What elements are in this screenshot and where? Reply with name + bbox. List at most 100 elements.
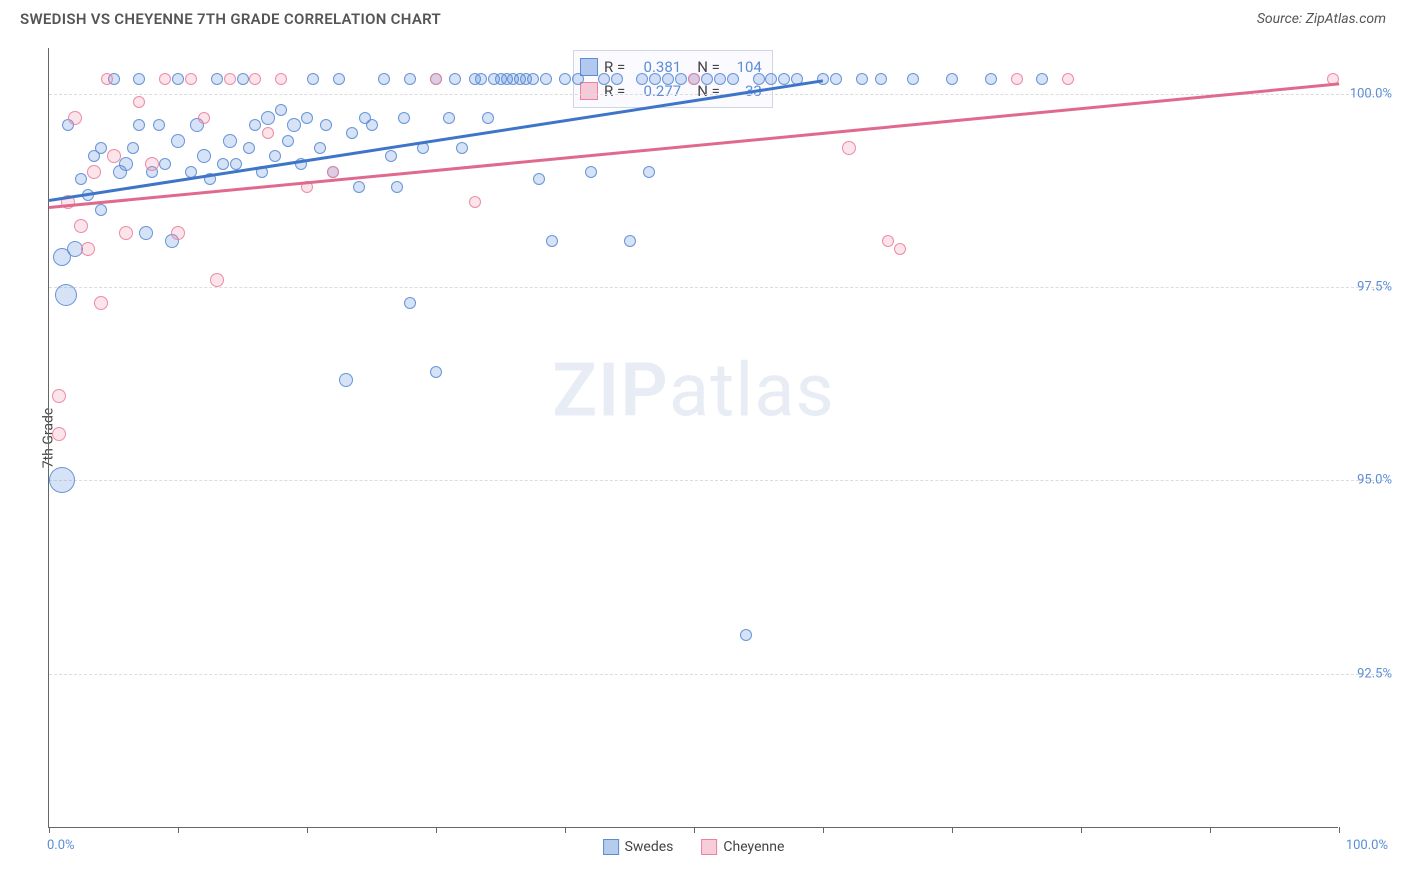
- data-point: [95, 142, 107, 154]
- data-point: [249, 119, 261, 131]
- data-point: [52, 389, 66, 403]
- x-axis-min-label: 0.0%: [47, 838, 75, 853]
- data-point: [727, 73, 739, 85]
- data-point: [830, 73, 842, 85]
- data-point: [95, 204, 107, 216]
- legend-item: Swedes: [603, 839, 674, 855]
- data-point: [636, 73, 648, 85]
- data-point: [197, 149, 211, 163]
- data-point: [765, 73, 777, 85]
- y-tick-label: 95.0%: [1342, 473, 1392, 488]
- legend-swatch: [580, 58, 598, 76]
- data-point: [398, 112, 410, 124]
- trend-line: [49, 79, 823, 201]
- data-point: [153, 119, 165, 131]
- x-tick: [436, 827, 437, 833]
- data-point: [675, 73, 687, 85]
- data-point: [243, 142, 255, 154]
- data-point: [662, 73, 674, 85]
- data-point: [366, 119, 378, 131]
- data-point: [540, 73, 552, 85]
- data-point: [314, 142, 326, 154]
- data-point: [74, 219, 88, 233]
- legend-swatch: [603, 839, 619, 855]
- data-point: [237, 73, 249, 85]
- data-point: [346, 127, 358, 139]
- legend-label: Swedes: [625, 839, 674, 855]
- data-point: [101, 73, 113, 85]
- data-point: [624, 235, 636, 247]
- x-tick: [307, 827, 308, 833]
- data-point: [75, 173, 87, 185]
- x-tick: [178, 827, 179, 833]
- gridline: [49, 674, 1389, 675]
- data-point: [249, 73, 261, 85]
- data-point: [430, 73, 442, 85]
- data-point: [572, 73, 584, 85]
- legend-item: Cheyenne: [701, 839, 784, 855]
- data-point: [185, 73, 197, 85]
- data-point: [875, 73, 887, 85]
- data-point: [1062, 73, 1074, 85]
- data-point: [269, 150, 281, 162]
- data-point: [585, 166, 597, 178]
- data-point: [217, 158, 229, 170]
- data-point: [81, 242, 95, 256]
- data-point: [778, 73, 790, 85]
- data-point: [171, 226, 185, 240]
- legend-swatch: [701, 839, 717, 855]
- data-point: [842, 141, 856, 155]
- y-tick-label: 100.0%: [1342, 87, 1392, 102]
- y-tick-label: 97.5%: [1342, 280, 1392, 295]
- data-point: [145, 157, 159, 171]
- data-point: [119, 157, 133, 171]
- data-point: [611, 73, 623, 85]
- x-axis-max-label: 100.0%: [1346, 838, 1388, 853]
- data-point: [714, 73, 726, 85]
- data-point: [119, 226, 133, 240]
- data-point: [230, 158, 242, 170]
- data-point: [404, 73, 416, 85]
- data-point: [482, 112, 494, 124]
- data-point: [107, 149, 121, 163]
- data-point: [688, 73, 700, 85]
- chart-container: 7th Grade ZIPatlas R =0.381N =104R =0.27…: [48, 48, 1388, 828]
- data-point: [301, 112, 313, 124]
- data-point: [133, 73, 145, 85]
- data-point: [261, 111, 275, 125]
- gridline: [49, 287, 1389, 288]
- data-point: [598, 73, 610, 85]
- x-tick: [952, 827, 953, 833]
- data-point: [171, 134, 185, 148]
- legend-swatch: [580, 82, 598, 100]
- data-point: [320, 119, 332, 131]
- watermark: ZIPatlas: [552, 347, 834, 434]
- data-point: [378, 73, 390, 85]
- data-point: [907, 73, 919, 85]
- data-point: [339, 373, 353, 387]
- series-legend: Swedes Cheyenne: [603, 839, 785, 855]
- data-point: [449, 73, 461, 85]
- data-point: [1011, 73, 1023, 85]
- data-point: [391, 181, 403, 193]
- data-point: [224, 73, 236, 85]
- chart-title: SWEDISH VS CHEYENNE 7TH GRADE CORRELATIO…: [20, 10, 441, 28]
- chart-header: SWEDISH VS CHEYENNE 7TH GRADE CORRELATIO…: [0, 0, 1406, 32]
- data-point: [353, 181, 365, 193]
- data-point: [456, 142, 468, 154]
- data-point: [307, 73, 319, 85]
- data-point: [985, 73, 997, 85]
- y-tick-label: 92.5%: [1342, 666, 1392, 681]
- data-point: [740, 629, 752, 641]
- x-tick: [49, 827, 50, 833]
- data-point: [262, 127, 274, 139]
- data-point: [127, 142, 139, 154]
- data-point: [333, 73, 345, 85]
- gridline: [49, 480, 1389, 481]
- data-point: [649, 73, 661, 85]
- data-point: [52, 427, 66, 441]
- data-point: [287, 118, 301, 132]
- data-point: [385, 150, 397, 162]
- data-point: [894, 243, 906, 255]
- data-point: [527, 73, 539, 85]
